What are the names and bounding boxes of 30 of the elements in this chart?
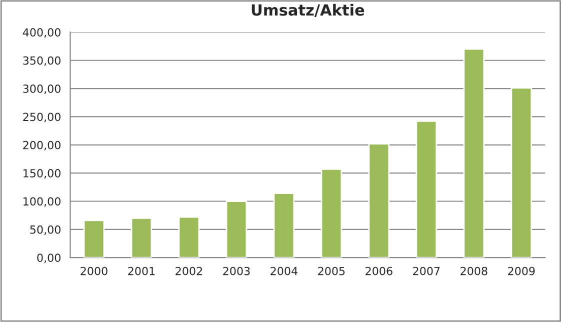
x-tick-label: 2000 [80, 266, 108, 276]
x-tick-label: 2003 [223, 266, 250, 276]
bar [320, 168, 342, 258]
x-tick-label: 2008 [460, 266, 488, 276]
y-tick-label: 150,00 [24, 169, 60, 179]
x-tick-label: 2006 [366, 266, 392, 276]
bar [273, 192, 295, 258]
bar [368, 143, 390, 258]
x-tick-label: 2005 [318, 266, 345, 276]
chart-title: Umsatz/Aktie [252, 4, 364, 17]
x-tick-label: 2007 [413, 266, 440, 276]
x-tick-label: 2004 [270, 266, 298, 276]
x-tick-label: 2002 [176, 266, 202, 276]
bar [416, 120, 438, 258]
y-tick-label: 250,00 [23, 112, 60, 122]
y-tick-label: 400,00 [22, 28, 60, 38]
bar [510, 87, 532, 258]
x-tick-label: 2001 [128, 266, 155, 276]
bar [178, 216, 200, 258]
y-tick-label: 50,00 [30, 225, 60, 235]
y-tick-label: 350,00 [23, 56, 60, 66]
bar [226, 200, 248, 258]
y-tick-label: 300,00 [23, 84, 60, 94]
x-tick-label: 2009 [508, 266, 535, 276]
bar [83, 220, 105, 258]
y-tick-label: 0,00 [37, 254, 60, 264]
bar [130, 217, 152, 258]
y-tick-label: 100,00 [24, 197, 60, 207]
y-tick-label: 200,00 [23, 140, 60, 150]
bar [463, 48, 485, 258]
